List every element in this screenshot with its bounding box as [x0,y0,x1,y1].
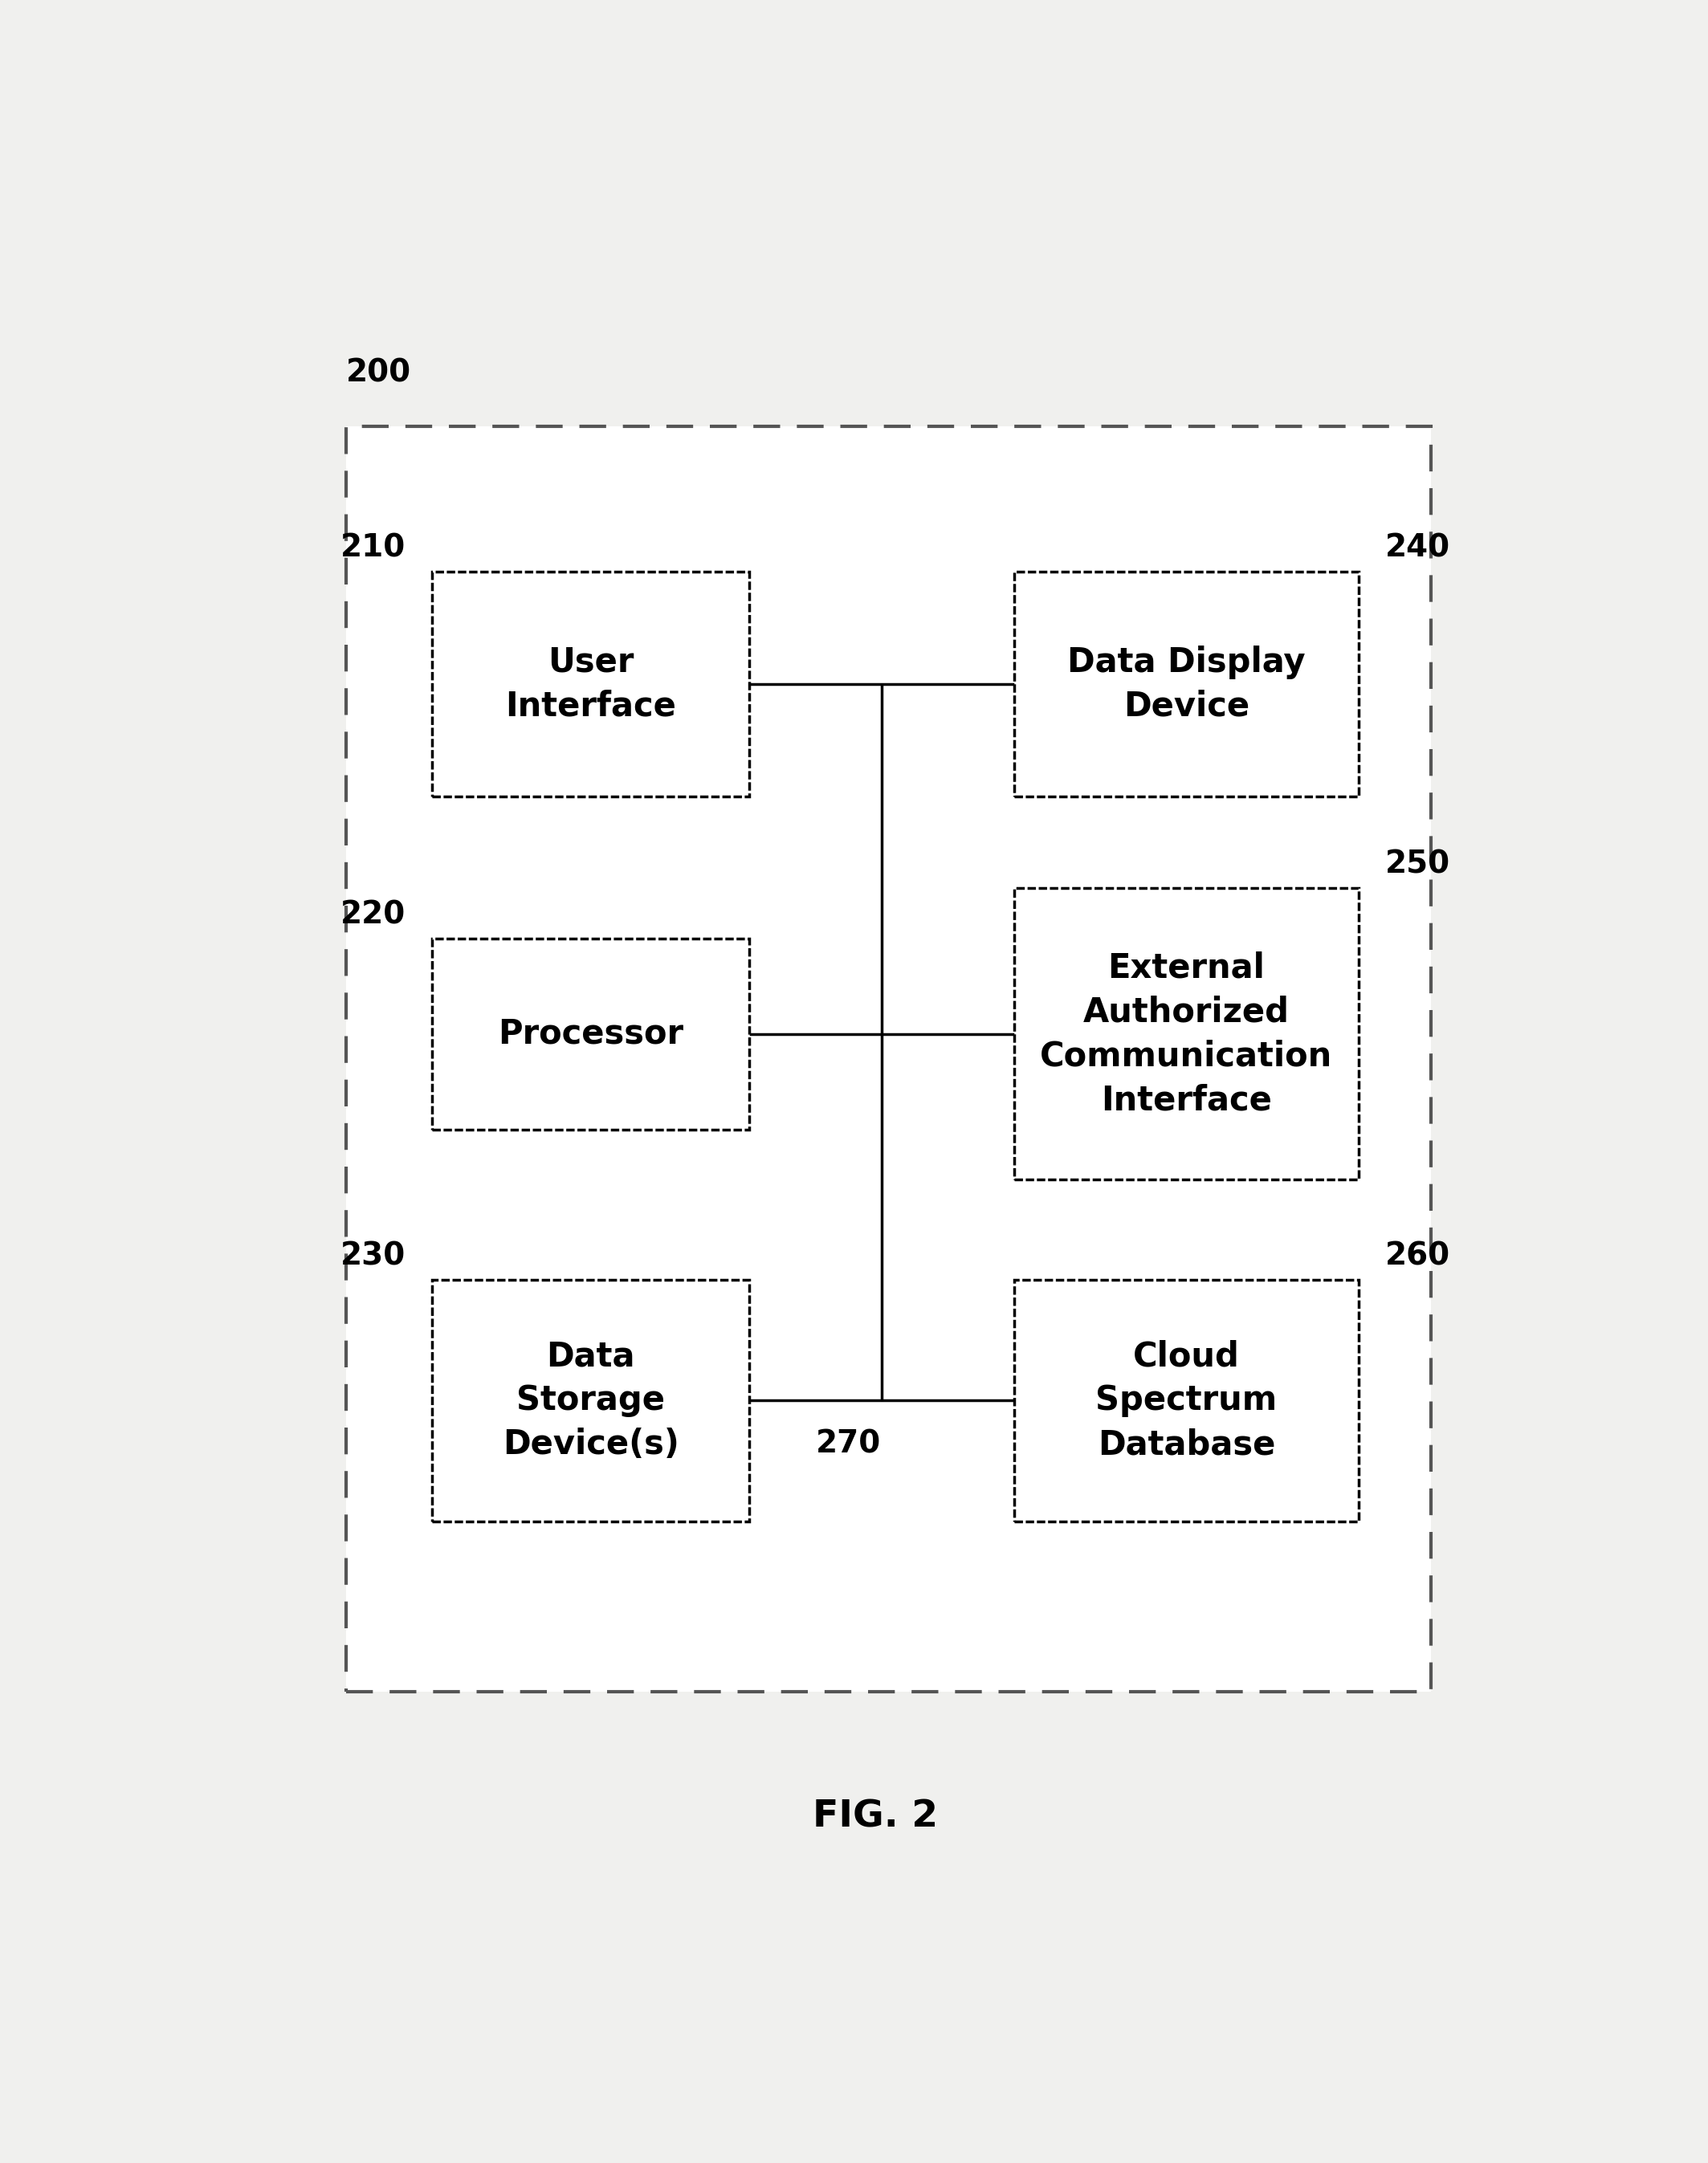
FancyBboxPatch shape [432,939,750,1129]
Text: FIG. 2: FIG. 2 [813,1800,938,1834]
Text: Cloud
Spectrum
Database: Cloud Spectrum Database [1095,1339,1278,1462]
Text: Data
Storage
Device(s): Data Storage Device(s) [502,1339,680,1462]
Text: 260: 260 [1385,1242,1450,1272]
Text: Processor: Processor [499,1017,683,1051]
Text: External
Authorized
Communication
Interface: External Authorized Communication Interf… [1040,952,1332,1118]
FancyBboxPatch shape [432,1280,750,1521]
Text: 270: 270 [816,1430,881,1460]
Text: 250: 250 [1385,850,1450,880]
FancyBboxPatch shape [345,426,1431,1691]
FancyBboxPatch shape [1015,889,1358,1179]
Text: User
Interface: User Interface [506,645,676,722]
Text: 210: 210 [340,532,405,565]
FancyBboxPatch shape [1015,571,1358,796]
FancyBboxPatch shape [432,571,750,796]
Text: 240: 240 [1385,532,1450,565]
Text: 230: 230 [340,1242,405,1272]
Text: 200: 200 [345,357,412,387]
FancyBboxPatch shape [1015,1280,1358,1521]
Text: 220: 220 [340,900,405,930]
Text: Data Display
Device: Data Display Device [1068,645,1305,722]
